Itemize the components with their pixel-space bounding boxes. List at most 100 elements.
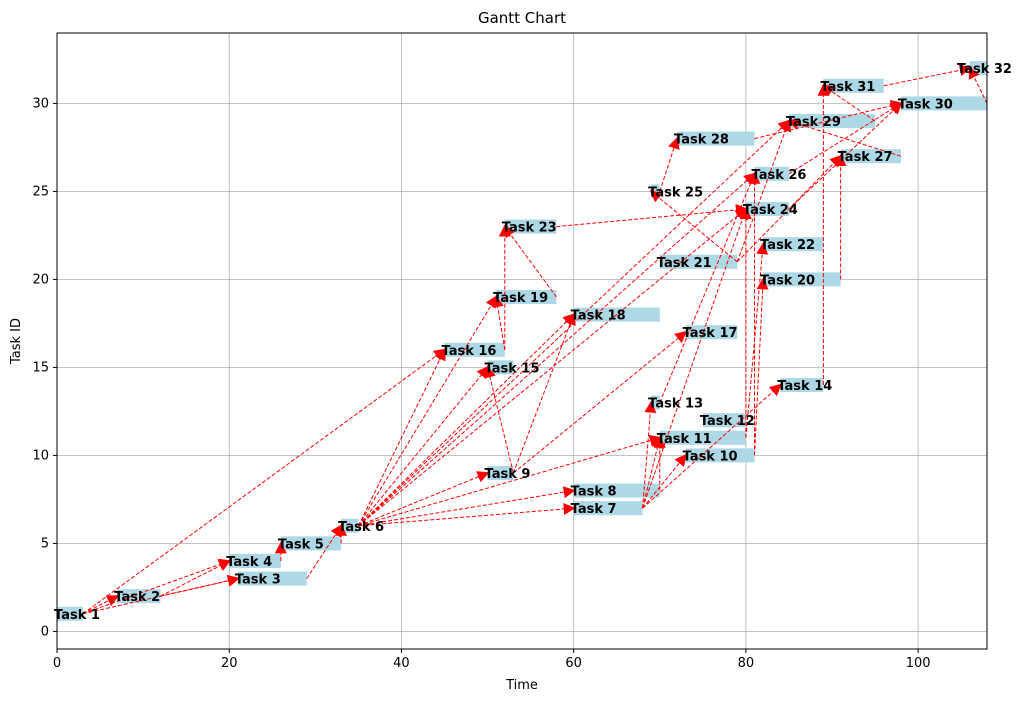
dependency-arrow (788, 102, 903, 210)
task-label: Task 27 (838, 150, 893, 165)
axis-ticks: 0 20 40 60 80 100 0 5 10 15 20 25 30 (32, 96, 930, 671)
task-label: Task 2 (114, 590, 160, 605)
task-label: Task 4 (226, 555, 272, 570)
dependency-arrow (503, 224, 557, 298)
y-axis-label: Task ID (9, 318, 24, 365)
task-label: Task 21 (657, 256, 712, 271)
dependency-arrow (512, 312, 576, 474)
dependency-arrow (358, 313, 576, 527)
task-label: Task 8 (571, 485, 617, 500)
dependency-arrow (968, 66, 988, 104)
dependency-arrow (513, 330, 688, 474)
x-axis-label: Time (505, 678, 538, 693)
task-label: Task 15 (485, 361, 540, 376)
dependency-arrow (358, 434, 662, 527)
task-bars (57, 61, 987, 621)
task-bar (745, 201, 789, 217)
x-tick-label: 80 (738, 656, 755, 671)
task-bar (444, 342, 505, 357)
task-bar (702, 413, 746, 428)
task-bar (685, 448, 755, 463)
dependency-arrow (160, 574, 240, 597)
dependency-arrows (82, 64, 988, 615)
task-bar (788, 113, 876, 129)
task-bar (780, 377, 824, 393)
task-label: Task 11 (657, 432, 712, 447)
plot-frame (56, 32, 988, 650)
task-label: Task 29 (786, 115, 841, 130)
task-label: Task 13 (648, 397, 703, 412)
task-bar (763, 237, 824, 252)
task-label: Task 1 (54, 608, 100, 623)
dependency-arrow (358, 365, 489, 527)
dependency-arrow (642, 207, 749, 509)
dependency-arrow (787, 118, 902, 157)
dependency-arrow (788, 102, 903, 175)
dependency-arrow (736, 119, 792, 262)
dependency-arrow (821, 84, 876, 122)
task-bar (573, 483, 660, 498)
task-label: Task 20 (760, 273, 815, 288)
task-label: Task 10 (683, 449, 738, 464)
y-tick-label: 0 (41, 624, 49, 639)
dependency-arrow (642, 453, 687, 509)
task-bar (659, 254, 738, 269)
task-bar (840, 149, 901, 164)
x-tick-label: 20 (221, 656, 238, 671)
task-label: Task 32 (957, 62, 1012, 77)
dependency-arrow (358, 172, 756, 527)
task-label: Task 12 (700, 414, 755, 429)
y-tick-label: 10 (32, 448, 49, 463)
dependency-arrow (659, 136, 680, 192)
task-label: Task 3 (235, 573, 281, 588)
task-label: Task 16 (442, 344, 497, 359)
task-bar (280, 536, 342, 551)
dependency-arrow (754, 99, 903, 140)
task-label: Task 23 (502, 221, 557, 236)
task-labels: Task 1 Task 2 Task 3 Task 4 Task 5 Task 6 Task… (54, 62, 1012, 623)
dependency-arrow (642, 383, 782, 509)
task-label: Task 14 (777, 379, 832, 394)
chart-title: Gantt Chart (478, 9, 566, 27)
task-label: Task 5 (278, 537, 324, 552)
x-tick-label: 0 (53, 656, 61, 671)
task-bar (763, 272, 841, 287)
task-label: Task 30 (898, 97, 953, 112)
task-label: Task 26 (752, 168, 807, 183)
y-tick-label: 25 (32, 184, 49, 199)
dependency-arrow (357, 348, 446, 527)
task-label: Task 9 (485, 467, 531, 482)
y-tick-label: 20 (32, 272, 49, 287)
task-bar (823, 78, 884, 93)
task-label: Task 31 (820, 80, 875, 95)
dependency-arrow (754, 277, 769, 456)
task-bar (659, 430, 746, 445)
dependency-arrow (883, 64, 972, 87)
task-bar (504, 219, 557, 234)
task-bar (117, 589, 161, 604)
x-tick-label: 60 (565, 656, 582, 671)
dependency-arrow (358, 486, 576, 527)
dependency-arrow (82, 595, 120, 615)
task-bar (57, 606, 83, 621)
dependency-arrow (358, 471, 490, 527)
dependency-arrow (358, 207, 748, 527)
dependency-arrow (649, 190, 738, 263)
y-tick-label: 30 (32, 96, 49, 111)
task-label: Task 17 (683, 326, 738, 341)
dependency-arrow (745, 242, 769, 438)
dependency-arrow (160, 560, 232, 597)
dependency-arrow (484, 365, 514, 474)
task-label: Task 28 (674, 133, 729, 148)
dependency-arrow (82, 558, 232, 615)
task-bar (487, 465, 514, 481)
task-bar (229, 553, 281, 569)
dependency-arrow (82, 348, 447, 615)
dependency-arrow (358, 503, 576, 527)
dependency-arrow (357, 295, 498, 527)
task-bar (496, 289, 557, 305)
dependency-arrow (491, 295, 506, 350)
task-bar (900, 96, 987, 111)
task-bar (754, 166, 789, 181)
